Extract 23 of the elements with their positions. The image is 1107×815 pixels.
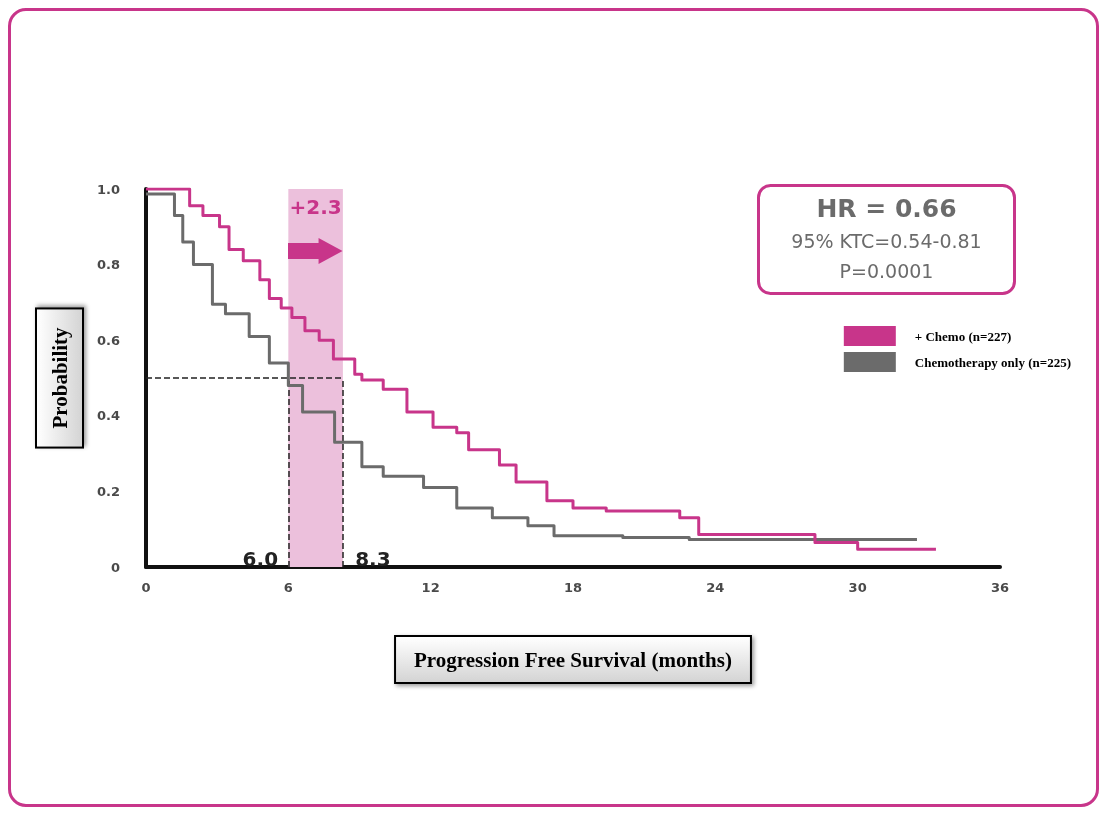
y-tick-label: 0.4 [96,408,120,424]
y-tick-label: 0 [110,559,120,575]
x-tick-label: 24 [706,580,725,595]
annotation: 95% KTC=0.54-0.81 [791,230,982,252]
annotation: P=0.0001 [839,260,934,282]
y-tick-label: 0.6 [96,332,120,348]
x-tick-label: 18 [563,580,583,595]
y-tick-label: 0.2 [96,483,120,499]
annotation: HR = 0.66 [816,193,957,223]
x-axis-title: Progression Free Survival (months) [414,647,732,672]
y-axis-title: Probability [47,326,72,429]
ref-line-label: 8.3 [355,547,391,571]
y-tick-label: 1.0 [96,181,120,197]
y-tick-label: 0.8 [96,257,120,273]
x-tick-label: 6 [283,580,293,595]
x-tick-label: 30 [848,580,867,595]
x-tick-label: 12 [421,580,440,595]
band-label: +2.3 [289,195,342,219]
x-tick-label: 0 [141,580,151,595]
legend-label: + Chemo (n=227) [914,328,1012,344]
ref-line-label: 6.0 [242,547,279,571]
legend-label: Chemotherapy only (n=225) [914,354,1071,370]
x-tick-label: 36 [990,580,1010,595]
